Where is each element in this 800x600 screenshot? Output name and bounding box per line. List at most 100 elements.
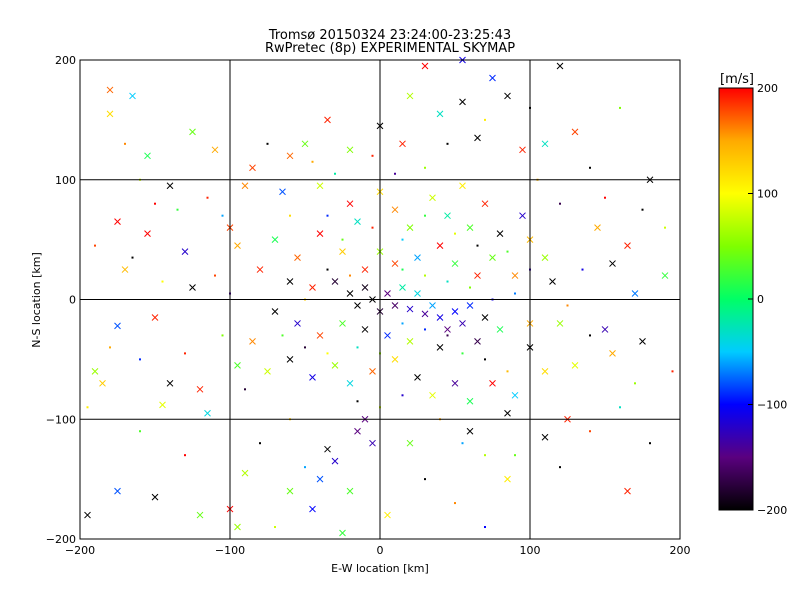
colorbar-tick-label: 0 bbox=[757, 293, 764, 306]
data-point-dot bbox=[484, 358, 486, 361]
plot-frame bbox=[79, 59, 681, 540]
data-point-cross bbox=[324, 116, 331, 124]
data-point-cross bbox=[504, 475, 511, 483]
colorbar-tick-label: 200 bbox=[757, 82, 778, 95]
data-point-dot bbox=[326, 268, 329, 271]
data-point-dot bbox=[131, 256, 134, 259]
data-point-dot bbox=[454, 232, 456, 235]
data-point-cross bbox=[549, 278, 556, 285]
y-tick-label: 200 bbox=[55, 54, 76, 67]
data-point-cross bbox=[151, 314, 159, 321]
data-point-cross bbox=[309, 505, 316, 513]
data-point-dot bbox=[506, 250, 509, 253]
chart-title: Tromsø 20150324 23:24:00-23:25:43 bbox=[268, 28, 511, 43]
data-point-cross bbox=[391, 260, 399, 267]
data-point-cross bbox=[316, 230, 324, 237]
data-point-dot bbox=[259, 442, 261, 445]
data-point-cross bbox=[429, 302, 436, 309]
data-point-cross bbox=[99, 379, 106, 387]
data-point-cross bbox=[519, 212, 526, 220]
x-tick-label: −100 bbox=[215, 544, 245, 557]
data-point-cross bbox=[466, 302, 474, 309]
y-ticks: −200 −100 0 100 200 bbox=[46, 54, 76, 546]
data-point-cross bbox=[414, 373, 421, 381]
data-point-dot bbox=[484, 526, 486, 529]
data-point-cross bbox=[474, 338, 481, 345]
data-point-cross bbox=[361, 284, 369, 291]
data-point-cross bbox=[481, 200, 489, 208]
data-point-dot bbox=[281, 334, 284, 337]
data-point-cross bbox=[421, 310, 429, 318]
data-point-dot bbox=[446, 280, 449, 283]
data-point-cross bbox=[489, 74, 496, 82]
y-axis-label: N-S location [km] bbox=[30, 252, 43, 348]
data-point-cross bbox=[406, 92, 414, 100]
data-point-cross bbox=[601, 326, 609, 333]
x-tick-label: 0 bbox=[377, 544, 384, 557]
data-point-cross bbox=[406, 338, 414, 345]
data-point-dot bbox=[506, 370, 509, 373]
data-point-dot bbox=[424, 214, 426, 217]
x-tick-label: 200 bbox=[670, 544, 691, 557]
data-point-cross bbox=[474, 134, 481, 142]
data-point-dot bbox=[484, 118, 486, 121]
data-point-dot bbox=[289, 214, 291, 217]
data-point-dot bbox=[454, 502, 456, 505]
data-point-dot bbox=[589, 334, 591, 337]
data-point-cross bbox=[511, 272, 519, 279]
data-point-dot bbox=[401, 394, 404, 397]
y-tick-label: −100 bbox=[46, 413, 76, 426]
data-point-dot bbox=[274, 526, 276, 529]
data-point-cross bbox=[511, 391, 519, 399]
data-point-cross bbox=[316, 332, 324, 339]
data-point-cross bbox=[399, 140, 406, 148]
data-point-cross bbox=[369, 439, 376, 447]
data-point-dot bbox=[356, 346, 359, 349]
points-layer bbox=[84, 56, 674, 537]
colorbar: [m/s] −200 −100 0 100 200 bbox=[718, 72, 787, 517]
data-point-cross bbox=[354, 218, 361, 226]
data-point-cross bbox=[496, 326, 504, 333]
data-point-cross bbox=[451, 379, 459, 387]
data-point-dot bbox=[221, 334, 224, 337]
data-point-cross bbox=[391, 206, 399, 214]
data-point-dot bbox=[484, 454, 486, 457]
data-point-cross bbox=[331, 278, 339, 285]
data-point-cross bbox=[384, 290, 391, 297]
data-point-dot bbox=[356, 400, 359, 403]
y-tick-label: −200 bbox=[46, 533, 76, 546]
data-point-cross bbox=[429, 194, 436, 202]
data-point-cross bbox=[346, 487, 354, 495]
data-point-cross bbox=[346, 200, 354, 208]
data-point-dot bbox=[664, 226, 666, 229]
data-point-cross bbox=[346, 379, 354, 387]
data-point-dot bbox=[304, 466, 306, 469]
data-point-dot bbox=[424, 166, 426, 169]
data-point-cross bbox=[451, 260, 459, 267]
colorbar-tick-label: −100 bbox=[757, 399, 787, 412]
data-point-cross bbox=[294, 254, 301, 261]
data-point-cross bbox=[384, 332, 391, 339]
data-point-cross bbox=[271, 308, 279, 315]
data-point-dot bbox=[394, 172, 396, 175]
data-point-cross bbox=[106, 110, 114, 118]
data-point-cross bbox=[286, 487, 294, 495]
data-point-cross bbox=[189, 128, 196, 136]
data-point-dot bbox=[461, 442, 464, 445]
data-point-cross bbox=[391, 356, 399, 363]
data-point-cross bbox=[661, 272, 669, 279]
data-point-cross bbox=[421, 62, 429, 70]
data-point-dot bbox=[446, 142, 449, 145]
data-point-cross bbox=[196, 511, 204, 519]
grid-layer bbox=[80, 60, 680, 539]
data-point-cross bbox=[391, 302, 399, 309]
data-point-dot bbox=[371, 154, 374, 157]
chart-subtitle: RwPretec (8p) EXPERIMENTAL SKYMAP bbox=[265, 41, 515, 56]
data-point-dot bbox=[341, 238, 344, 241]
data-point-dot bbox=[184, 352, 186, 355]
data-point-cross bbox=[609, 260, 616, 267]
data-point-cross bbox=[301, 140, 309, 148]
data-point-cross bbox=[541, 254, 549, 261]
data-point-cross bbox=[624, 242, 631, 249]
data-point-cross bbox=[144, 152, 151, 160]
